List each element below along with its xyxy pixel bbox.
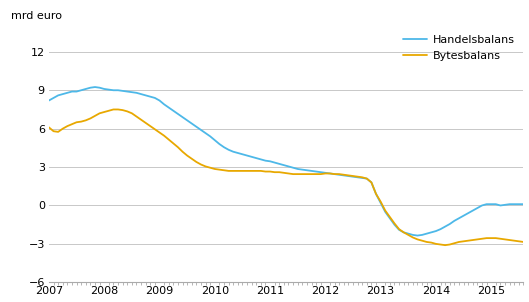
- Bytesbalans: [193, 160, 199, 164]
- Handelsbalans: [193, 125, 199, 129]
- Line: Bytesbalans: Bytesbalans: [49, 109, 529, 247]
- Handelsbalans: [46, 99, 52, 102]
- Handelsbalans: [497, 204, 504, 207]
- Bytesbalans: [46, 126, 52, 129]
- Line: Handelsbalans: Handelsbalans: [49, 87, 529, 236]
- Bytesbalans: [110, 108, 116, 111]
- Handelsbalans: [92, 85, 98, 89]
- Bytesbalans: [400, 230, 407, 234]
- Legend: Handelsbalans, Bytesbalans: Handelsbalans, Bytesbalans: [399, 32, 518, 64]
- Bytesbalans: [378, 200, 384, 204]
- Bytesbalans: [492, 236, 499, 240]
- Handelsbalans: [414, 234, 421, 237]
- Handelsbalans: [378, 201, 384, 205]
- Text: mrd euro: mrd euro: [11, 11, 62, 21]
- Handelsbalans: [400, 230, 407, 234]
